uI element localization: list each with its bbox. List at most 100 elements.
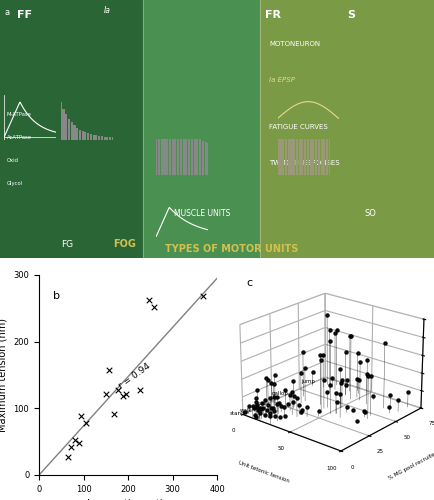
Bar — [98, 136, 100, 140]
Bar — [87, 134, 89, 140]
Text: MUSCLE UNITS: MUSCLE UNITS — [174, 210, 230, 218]
Text: MOTONEURON: MOTONEURON — [269, 42, 320, 48]
Text: FR: FR — [265, 10, 281, 20]
Bar — [196, 139, 198, 175]
Text: a: a — [4, 8, 10, 16]
Point — [146, 296, 153, 304]
Bar — [169, 139, 171, 175]
Text: Glycol: Glycol — [7, 182, 23, 186]
Bar — [194, 139, 196, 175]
Text: Ia EPSP: Ia EPSP — [269, 78, 295, 84]
Bar — [79, 130, 81, 140]
Point — [68, 443, 75, 451]
Bar — [282, 139, 284, 175]
Bar — [293, 139, 295, 175]
Bar — [202, 141, 204, 175]
Bar — [183, 139, 185, 175]
Bar — [299, 139, 301, 175]
Bar — [177, 139, 179, 175]
Bar — [204, 142, 207, 175]
Bar — [207, 143, 209, 175]
Bar — [90, 134, 92, 140]
Bar — [279, 139, 282, 175]
Text: FATIGUE CURVES: FATIGUE CURVES — [269, 124, 328, 130]
Bar — [174, 139, 177, 175]
Bar — [309, 139, 312, 175]
Point — [102, 390, 109, 398]
Bar — [92, 135, 95, 140]
Y-axis label: Maximum tension (nm): Maximum tension (nm) — [0, 318, 8, 432]
Bar — [185, 139, 187, 175]
Bar — [62, 108, 65, 140]
Text: FG: FG — [61, 240, 73, 249]
Bar — [158, 139, 160, 175]
Bar — [301, 139, 303, 175]
Text: c: c — [246, 278, 252, 288]
Bar — [166, 139, 168, 175]
Bar — [71, 122, 73, 140]
Bar — [104, 136, 105, 140]
Point — [65, 453, 72, 461]
Y-axis label: % MG pool recruited: % MG pool recruited — [387, 450, 434, 481]
Text: S: S — [347, 10, 355, 20]
Bar — [112, 137, 114, 140]
Bar — [95, 136, 98, 140]
Bar — [143, 0, 260, 258]
Bar — [180, 139, 182, 175]
Bar — [106, 136, 108, 140]
Bar — [73, 125, 76, 140]
Bar — [307, 139, 309, 175]
Bar — [101, 136, 103, 140]
Bar — [155, 139, 157, 175]
Bar — [199, 139, 201, 175]
Text: Ia: Ia — [104, 6, 111, 15]
Bar — [65, 114, 67, 140]
Bar — [288, 139, 290, 175]
X-axis label: Unit tetonic tension: Unit tetonic tension — [238, 460, 290, 483]
Text: FOG: FOG — [113, 239, 136, 249]
Text: b: b — [53, 291, 60, 301]
Bar — [161, 139, 163, 175]
Point — [78, 412, 85, 420]
Bar — [296, 139, 298, 175]
Point — [71, 436, 78, 444]
Bar — [76, 128, 78, 140]
Bar — [188, 139, 190, 175]
Text: Oxid: Oxid — [7, 158, 19, 163]
Point — [106, 366, 113, 374]
Point — [150, 303, 157, 311]
Point — [137, 386, 144, 394]
Bar — [329, 139, 331, 175]
Text: FF: FF — [17, 10, 33, 20]
Bar — [260, 0, 434, 258]
Point — [199, 292, 206, 300]
Bar — [285, 139, 287, 175]
Bar — [109, 137, 111, 140]
Bar — [171, 139, 174, 175]
Bar — [68, 118, 70, 140]
Point — [110, 410, 117, 418]
Bar — [0, 0, 143, 258]
Point — [76, 439, 82, 447]
Bar — [290, 139, 293, 175]
Bar — [326, 139, 328, 175]
Text: TYPES OF MOTOR UNITS: TYPES OF MOTOR UNITS — [165, 244, 298, 254]
Bar — [312, 139, 315, 175]
Bar — [191, 139, 193, 175]
Text: AcATPase: AcATPase — [7, 135, 32, 140]
Bar — [323, 139, 326, 175]
Text: TWITCH RESPONSES: TWITCH RESPONSES — [269, 160, 340, 166]
Bar — [277, 139, 279, 175]
Point — [122, 390, 129, 398]
Text: r = 0.94: r = 0.94 — [117, 362, 152, 390]
Bar — [304, 139, 306, 175]
Point — [82, 419, 89, 427]
Bar — [321, 139, 322, 175]
Bar — [164, 139, 165, 175]
Text: SO: SO — [365, 210, 376, 218]
Bar — [60, 102, 62, 140]
Bar — [82, 131, 84, 140]
Point — [115, 386, 122, 394]
Bar — [315, 139, 317, 175]
Bar — [318, 139, 320, 175]
